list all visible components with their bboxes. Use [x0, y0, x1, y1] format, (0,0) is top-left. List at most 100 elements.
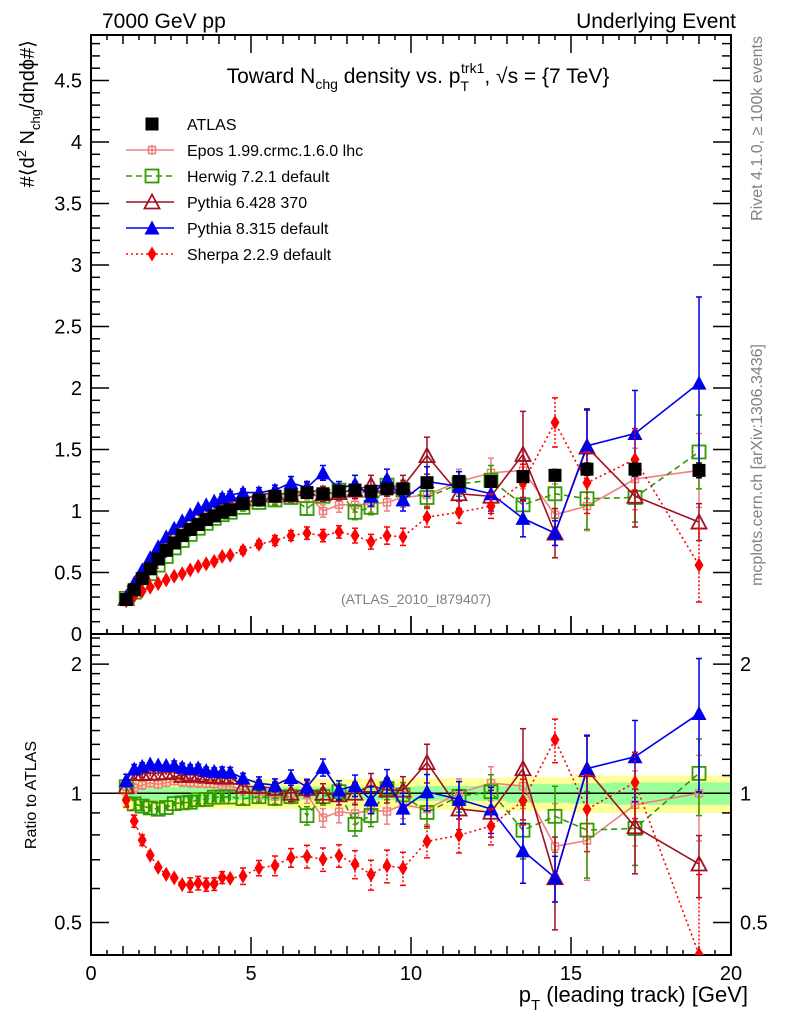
series-line	[125, 469, 700, 599]
data-point	[513, 445, 533, 462]
data-point	[190, 760, 206, 775]
legend-marker	[147, 246, 157, 262]
series-sherpa-2-2-9-default	[121, 718, 704, 955]
data-point	[398, 860, 408, 876]
data-point	[299, 501, 315, 516]
y-tick-label: 2.5	[54, 317, 82, 339]
data-point	[318, 528, 328, 544]
data-point	[177, 877, 187, 893]
data-point	[315, 759, 331, 774]
data-point	[134, 798, 150, 814]
data-point	[190, 501, 206, 516]
data-point	[382, 806, 392, 817]
legend-label: ATLAS	[187, 117, 237, 134]
data-point	[315, 465, 331, 480]
data-point	[201, 556, 211, 572]
data-point	[158, 800, 174, 815]
data-point	[486, 498, 496, 514]
data-point	[382, 497, 392, 508]
data-point	[366, 867, 376, 883]
data-point	[225, 547, 235, 563]
plot-title: Toward Nchg density vs. pTtrk1, √s = {7 …	[227, 60, 610, 94]
data-point	[254, 860, 264, 876]
data-point	[417, 753, 437, 771]
data-point	[143, 562, 157, 576]
data-point	[238, 868, 248, 884]
legend-marker	[145, 117, 159, 131]
data-point	[223, 503, 237, 517]
data-point	[347, 817, 363, 832]
data-point	[238, 542, 248, 558]
data-point	[332, 484, 346, 498]
data-point	[217, 549, 227, 565]
data-point	[236, 497, 250, 511]
data-point	[382, 858, 392, 874]
data-point	[692, 463, 706, 477]
data-point	[318, 506, 328, 517]
data-point	[153, 576, 163, 592]
data-point	[547, 486, 563, 502]
data-point	[334, 499, 344, 510]
x-label-sub: T	[531, 997, 540, 1014]
legend-label: Sherpa 2.2.9 default	[187, 247, 332, 264]
data-point	[127, 583, 141, 597]
data-point	[222, 764, 238, 779]
y-tick-label: 0	[71, 624, 82, 646]
data-point	[331, 782, 347, 797]
data-point	[318, 851, 328, 867]
data-point	[254, 536, 264, 552]
data-point	[267, 777, 283, 792]
data-point	[347, 504, 363, 520]
data-point	[380, 482, 394, 496]
title-part-b: density vs. p	[338, 65, 461, 88]
data-point	[129, 813, 139, 829]
analysis-watermark: (ATLAS_2010_I879407)	[341, 591, 491, 607]
data-point	[363, 792, 379, 807]
data-point	[190, 792, 206, 808]
legend-item: ATLAS	[145, 117, 237, 134]
data-point	[548, 468, 562, 482]
legend-item: Pythia 6.428 370	[126, 192, 307, 212]
data-point	[217, 870, 227, 886]
data-point	[396, 482, 410, 496]
data-point	[283, 475, 299, 490]
axis-tick-labels: 0 5 10 15 20 0 0.5 1 1.5 2 2.5 3 3.5 4 4.5 0.5 0.5 1 1 2 2	[54, 71, 768, 985]
data-point	[422, 833, 432, 849]
data-point	[214, 789, 230, 805]
data-point	[417, 446, 437, 464]
data-point	[347, 777, 363, 792]
data-point	[225, 870, 235, 886]
data-point	[422, 509, 432, 525]
data-point	[334, 806, 344, 817]
series-pythia-6-428-370	[117, 727, 709, 931]
data-point	[153, 859, 163, 875]
legend-item: Epos 1.99.crmc.1.6.0 lhc	[126, 143, 363, 160]
data-point	[630, 774, 640, 790]
title-part-a: Toward N	[227, 65, 316, 88]
title-sub-t: T	[460, 78, 469, 94]
data-point	[691, 375, 707, 390]
title-part-c: , √s = {7 TeV}	[484, 65, 609, 88]
data-point	[486, 818, 496, 834]
data-point	[206, 789, 222, 805]
data-point	[515, 510, 531, 525]
y-axis-label: #⟨d2 Nchg/dηdϕ#⟩	[14, 40, 43, 187]
data-point	[174, 795, 190, 811]
x-axis-label: pT (leading track) [GeV]	[519, 982, 748, 1014]
data-point	[150, 801, 166, 817]
data-point	[286, 528, 296, 544]
legend-item: Herwig 7.2.1 default	[126, 168, 330, 186]
data-point	[118, 772, 134, 787]
data-point	[313, 783, 333, 801]
legend: ATLAS Epos 1.99.crmc.1.6.0 lhc Herwig 7.2.…	[126, 117, 363, 264]
data-point	[547, 808, 563, 824]
data-point	[206, 493, 222, 508]
data-point	[169, 870, 179, 886]
x-label-rest: (leading track) [GeV]	[540, 982, 748, 1007]
ratio-tick-label: 1	[71, 783, 82, 805]
data-point	[582, 475, 592, 491]
ratio-tick-label: 0.5	[54, 912, 82, 934]
series-line	[125, 737, 700, 955]
data-point	[420, 476, 434, 490]
data-point	[121, 792, 131, 808]
